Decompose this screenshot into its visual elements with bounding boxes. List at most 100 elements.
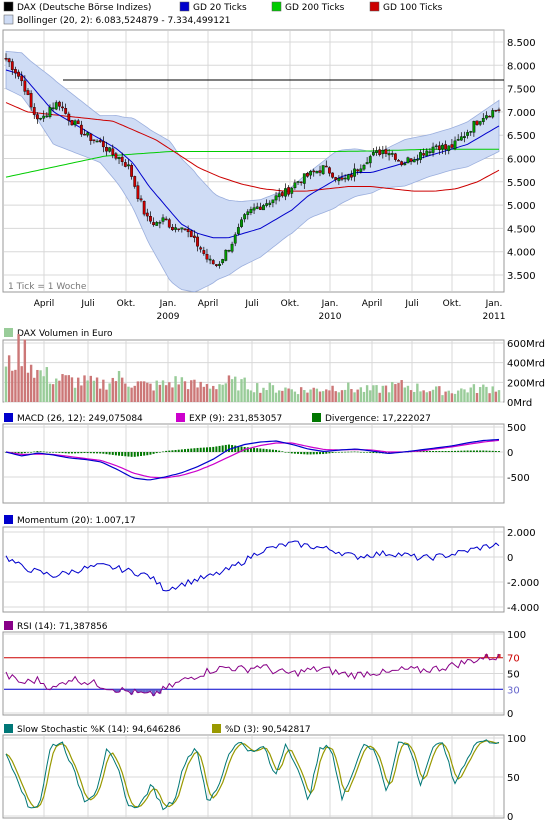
candle-body <box>265 203 269 206</box>
divergence-bar <box>114 452 117 456</box>
divergence-bar <box>30 452 33 453</box>
divergence-bar <box>64 452 67 454</box>
divergence-bar <box>388 452 391 454</box>
volume-bar <box>325 389 328 402</box>
divergence-bar <box>278 450 281 452</box>
candle-body <box>491 110 495 118</box>
candle-body <box>221 259 225 264</box>
volume-bar <box>183 381 187 402</box>
candle-body <box>95 140 99 143</box>
candle-body <box>174 227 177 230</box>
divergence-bar <box>428 451 431 452</box>
volume-bar <box>309 389 312 402</box>
divergence-bar <box>435 451 438 452</box>
volume-bar <box>249 390 253 402</box>
momentum-grid <box>4 528 503 611</box>
volume-bar <box>303 390 306 402</box>
volume-bar <box>450 393 454 402</box>
volume-bar <box>177 384 180 402</box>
divergence-bar <box>20 452 23 454</box>
volume-bar <box>397 383 400 402</box>
macd-legend: MACD (26, 12): 249,075084 EXP (9): 231,8… <box>4 413 431 424</box>
candle-body <box>86 132 90 136</box>
volume-bar <box>340 390 344 402</box>
divergence-bar <box>315 452 318 455</box>
divergence-bar <box>472 450 475 452</box>
volume-bar <box>61 374 64 402</box>
divergence-bar <box>422 451 425 452</box>
volume-bar <box>180 377 184 402</box>
price-ytick-label: 8.000 <box>507 61 536 72</box>
volume-bar <box>460 388 463 402</box>
divergence-bar <box>297 452 300 454</box>
candle-body <box>29 93 33 108</box>
candle-body <box>306 173 309 177</box>
volume-bar <box>196 387 199 402</box>
divergence-bar <box>347 451 350 453</box>
divergence-bar <box>246 447 249 452</box>
divergence-bar <box>466 450 469 452</box>
volume-bar <box>331 385 334 402</box>
divergence-bar <box>262 448 265 452</box>
divergence-bar <box>366 452 369 453</box>
volume-bar <box>218 384 221 402</box>
candle-body <box>359 168 363 172</box>
rsi-panel-frame <box>2 631 505 716</box>
volume-bar <box>130 387 133 402</box>
divergence-bar <box>256 448 259 452</box>
candle-body <box>415 159 419 161</box>
rsi-oversold-fill <box>123 689 127 691</box>
volume-bar <box>372 385 375 402</box>
candle-body <box>447 145 451 151</box>
volume-bar <box>277 390 281 402</box>
volume-bars <box>4 334 501 402</box>
divergence-bar <box>162 451 165 453</box>
volume-bar <box>284 387 287 402</box>
candle-body <box>258 206 262 210</box>
divergence-bar <box>89 452 92 454</box>
legend-dax: DAX (Deutsche Börse Indizes) <box>17 3 151 13</box>
x-tick-label: Juli <box>404 299 418 309</box>
volume-bar <box>422 390 425 402</box>
volume-bar <box>99 388 102 402</box>
candle-body <box>268 202 272 205</box>
macd-panel-frame <box>2 423 505 504</box>
divergence-bar <box>249 447 252 452</box>
volume-bar <box>343 389 347 402</box>
candle-body <box>7 58 11 63</box>
candle-body <box>142 201 146 215</box>
volume-bar <box>447 390 450 402</box>
stoch-grid <box>4 736 503 817</box>
divergence-bar <box>45 451 48 453</box>
price-ytick-label: 4.000 <box>507 248 536 259</box>
divergence-bar <box>444 451 447 452</box>
volume-bar <box>29 364 33 402</box>
divergence-bar <box>111 452 114 455</box>
price-ytick-label: 6.500 <box>507 131 536 142</box>
divergence-bar <box>369 452 372 453</box>
momentum-line <box>5 540 500 592</box>
gd100-line <box>5 102 500 192</box>
candle-body <box>472 121 476 133</box>
price-ytick-label: 7.500 <box>507 85 536 96</box>
divergence-bar <box>11 452 14 453</box>
divergence-bar <box>325 452 328 454</box>
candle-body <box>324 165 328 168</box>
volume-bar <box>227 375 231 402</box>
stoch-k-label: Slow Stochastic %K (14): 94,646286 <box>17 725 181 735</box>
volume-bar <box>48 383 52 402</box>
divergence-bar <box>441 451 444 452</box>
divergence-bar <box>180 449 183 452</box>
candle-body <box>485 115 488 119</box>
candle-body <box>54 102 58 110</box>
volume-bar <box>152 390 155 402</box>
volume-bar <box>67 375 71 402</box>
candle-body <box>488 115 491 118</box>
volume-bar <box>375 385 378 402</box>
volume-bar <box>190 380 193 402</box>
divergence-bar <box>196 447 199 452</box>
candle-body <box>205 254 209 260</box>
bollinger-band <box>5 50 500 293</box>
stoch-y-axis: 100 50 0 <box>507 734 526 823</box>
volume-bar <box>328 390 331 402</box>
